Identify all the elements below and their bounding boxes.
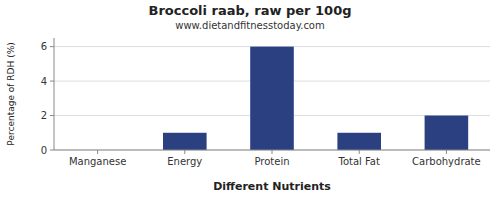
- tick-label: Carbohydrate: [412, 156, 481, 167]
- y-axis: 0 2 4 6: [41, 38, 54, 156]
- tick-mark: [50, 46, 54, 47]
- tick-label: Manganese: [69, 156, 126, 167]
- chart-container: Broccoli raab, raw per 100g www.dietandfi…: [0, 0, 500, 200]
- x-axis-label: Different Nutrients: [213, 180, 331, 193]
- tick-label: 0: [41, 145, 47, 156]
- grid: [54, 47, 490, 150]
- tick-mark: [184, 150, 185, 154]
- page: {"chart_data": {"type": "bar", "title": …: [0, 0, 500, 200]
- chart: Broccoli raab, raw per 100g www.dietandfi…: [0, 0, 500, 200]
- bars: [163, 47, 468, 150]
- tick-label: 2: [41, 110, 47, 121]
- tick-mark: [446, 150, 447, 154]
- tick-mark: [359, 150, 360, 154]
- bar: [425, 116, 469, 150]
- tick-label: 4: [41, 76, 47, 87]
- y-axis-line: [54, 38, 55, 150]
- y-axis-label: Percentage of RDH (%): [6, 42, 16, 145]
- tick-mark: [50, 115, 54, 116]
- tick-label: Energy: [167, 156, 202, 167]
- bar: [250, 47, 294, 150]
- tick-label: Total Fat: [337, 156, 379, 167]
- tick-label: Protein: [254, 156, 289, 167]
- tick-mark: [50, 150, 54, 151]
- tick-mark: [272, 150, 273, 154]
- bar: [337, 133, 381, 150]
- x-axis: Manganese Energy Protein Total Fat Carbohydr…: [54, 150, 490, 167]
- tick-label: 6: [41, 41, 47, 52]
- title: Broccoli raab, raw per 100g: [149, 3, 352, 18]
- tick-mark: [97, 150, 98, 154]
- tick-mark: [50, 81, 54, 82]
- subtitle: www.dietandfitnesstoday.com: [175, 20, 324, 31]
- bar: [163, 133, 207, 150]
